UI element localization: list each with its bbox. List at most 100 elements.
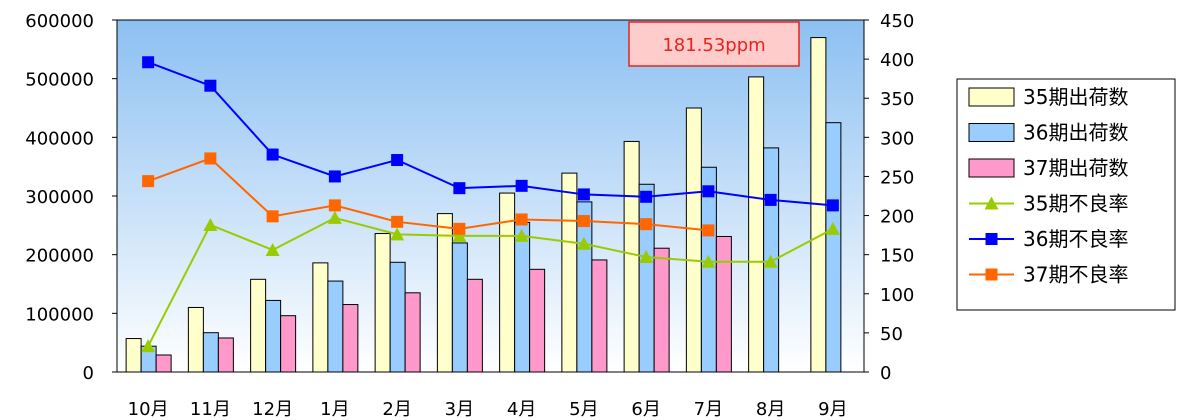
x-tick-11: 8月 <box>756 399 785 420</box>
bar-s1-3 <box>250 278 267 373</box>
y-left-tick-7: 600000 <box>25 11 94 32</box>
y-right-tick-8: 350 <box>880 89 914 110</box>
point-s2-2 <box>204 79 217 92</box>
bar-s1-1 <box>125 338 142 373</box>
x-tick-12: 9月 <box>818 399 847 420</box>
bar-s3-1 <box>155 354 172 373</box>
point-s2-10 <box>702 185 715 198</box>
point-s2-6 <box>453 182 466 195</box>
bar-s1-6 <box>436 213 453 373</box>
annotation-box <box>628 21 800 67</box>
point-s3-9 <box>640 218 653 231</box>
legend-marker-5 <box>985 233 998 245</box>
point-s1-5 <box>390 227 405 241</box>
bar-s2-5 <box>389 261 406 373</box>
point-s1-2 <box>203 217 218 231</box>
bar-s1-8 <box>561 172 578 373</box>
bar-s2-12 <box>825 122 842 373</box>
bar-s1-11 <box>748 76 765 373</box>
point-s2-3 <box>266 148 279 161</box>
y-right-tick-1: 0 <box>880 363 891 384</box>
point-s3-6 <box>453 222 466 235</box>
point-s2-12 <box>826 199 839 212</box>
legend-swatch-2 <box>968 123 1015 142</box>
point-s2-7 <box>515 179 528 192</box>
y-right-tick-3: 100 <box>880 285 914 306</box>
y-left-tick-6: 500000 <box>25 70 94 91</box>
point-s2-4 <box>328 170 341 183</box>
y-left-tick-5: 400000 <box>25 128 94 149</box>
bar-s2-10 <box>700 166 717 373</box>
point-s1-7 <box>514 228 529 242</box>
bar-s3-7 <box>529 268 546 373</box>
y-left-tick-4: 300000 <box>25 187 94 208</box>
legend-label-2: 36期出荷数 <box>1023 121 1128 145</box>
legend-marker-4 <box>984 196 999 210</box>
point-s3-5 <box>391 215 404 228</box>
bar-s1-2 <box>187 306 204 373</box>
point-s3-3 <box>266 210 279 223</box>
y-right-tick-2: 50 <box>880 324 903 345</box>
y-right-tick-10: 450 <box>880 11 914 32</box>
legend-label-6: 37期不良率 <box>1023 263 1128 287</box>
annotation-text: 181.53ppm <box>662 35 765 56</box>
point-s2-8 <box>577 188 590 201</box>
x-tick-5: 2月 <box>382 399 411 420</box>
point-s1-1 <box>141 339 156 353</box>
line-series-3 <box>147 157 709 232</box>
point-s1-3 <box>265 242 280 256</box>
line-series-1 <box>147 216 834 347</box>
x-tick-6: 3月 <box>445 399 474 420</box>
bar-s2-9 <box>638 183 655 373</box>
bar-s3-2 <box>217 337 234 373</box>
legend-label-1: 35期出荷数 <box>1023 85 1128 109</box>
x-tick-1: 10月 <box>128 399 169 420</box>
point-s1-4 <box>327 210 342 224</box>
point-s2-9 <box>640 190 653 203</box>
point-s3-1 <box>142 175 155 188</box>
bar-s1-4 <box>312 262 329 373</box>
bar-s3-5 <box>404 292 421 373</box>
point-s1-12 <box>825 221 840 235</box>
line-series-2 <box>147 61 833 207</box>
legend-swatch-3 <box>968 158 1015 178</box>
y-right-tick-7: 300 <box>880 128 914 149</box>
x-tick-2: 11月 <box>190 399 231 420</box>
bar-s2-2 <box>202 332 219 373</box>
legend-label-3: 37期出荷数 <box>1023 156 1128 180</box>
y-right-tick-4: 150 <box>880 246 914 267</box>
bar-s3-4 <box>342 304 359 373</box>
bar-s3-9 <box>653 247 670 373</box>
point-s1-11 <box>763 254 778 268</box>
bar-s3-10 <box>715 235 732 373</box>
x-tick-3: 12月 <box>252 399 293 420</box>
y-right-tick-5: 200 <box>880 207 914 228</box>
point-s2-11 <box>764 193 777 206</box>
legend-swatch-1 <box>968 87 1015 107</box>
point-s3-7 <box>515 213 528 226</box>
point-s3-4 <box>328 199 341 212</box>
x-tick-7: 4月 <box>507 399 536 420</box>
point-s1-10 <box>701 254 716 268</box>
y-right-tick-6: 250 <box>880 167 914 188</box>
point-s3-10 <box>702 224 715 237</box>
legend-marker-6 <box>985 268 998 281</box>
legend-label-5: 36期不良率 <box>1023 227 1128 251</box>
point-s1-8 <box>576 236 591 250</box>
point-s3-2 <box>204 152 217 165</box>
bar-s2-6 <box>451 242 468 373</box>
legend-label-4: 35期不良率 <box>1023 192 1128 216</box>
y-left-tick-2: 100000 <box>25 304 94 325</box>
bar-s2-3 <box>265 299 282 373</box>
x-tick-10: 7月 <box>694 399 723 420</box>
y-left-tick-1: 0 <box>83 363 94 384</box>
annotation: 181.53ppm <box>628 21 800 67</box>
bar-s2-4 <box>327 280 344 373</box>
bar-s3-6 <box>466 278 483 373</box>
x-tick-8: 5月 <box>569 399 598 420</box>
x-tick-9: 6月 <box>631 399 660 420</box>
point-s1-9 <box>639 250 654 264</box>
y-right-tick-9: 400 <box>880 50 914 71</box>
bar-s3-3 <box>280 315 297 373</box>
